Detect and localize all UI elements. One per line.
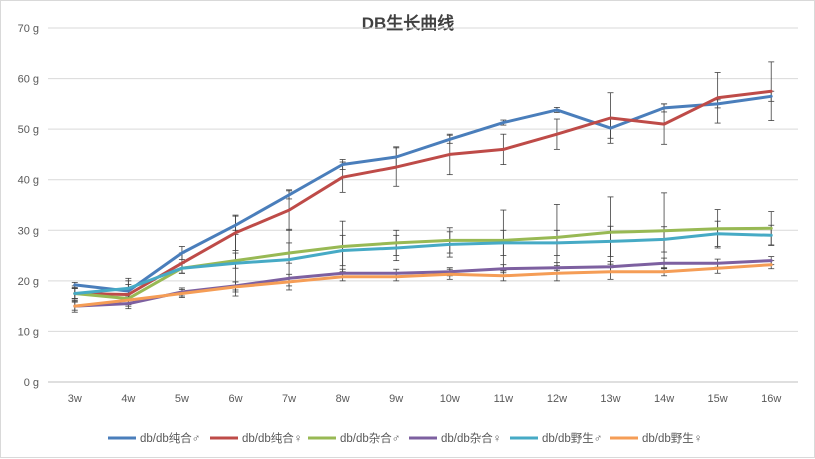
series-line-0 <box>73 94 773 293</box>
y-axis: 0 g 10 g 20 g 30 g 40 g 50 g 60 g 70 g <box>18 23 39 389</box>
x-axis: 3w 4w 5w 6w 7w 8w 9w 10w 11w 12w 13w 14w 15w 16w <box>68 393 782 405</box>
x-tick-label: 8w <box>336 393 350 405</box>
x-tick-label: 11w <box>494 393 513 405</box>
legend-label: db/db纯合♂ <box>140 431 200 445</box>
legend-item[interactable]: db/db纯合♀ <box>210 431 302 445</box>
legend-item[interactable]: db/db野生♂ <box>510 431 602 445</box>
y-tick-label: 40 g <box>18 175 39 187</box>
series-line-5 <box>73 263 773 308</box>
legend-label: db/db纯合♀ <box>242 431 302 445</box>
grid-layer <box>48 27 798 383</box>
x-tick-label: 13w <box>600 393 620 405</box>
x-tick-label: 12w <box>547 393 567 405</box>
x-tick-label: 14w <box>654 393 674 405</box>
legend-item[interactable]: db/db野生♀ <box>610 431 702 445</box>
x-tick-label: 3w <box>68 393 82 405</box>
y-tick-label: 60 g <box>18 74 39 86</box>
x-tick-label: 15w <box>708 393 728 405</box>
x-tick-label: 4w <box>121 393 135 405</box>
y-tick-label: 30 g <box>18 225 39 237</box>
legend[interactable]: db/db纯合♂ db/db纯合♀ db/db杂合♂ db/db杂合♀ db/db野生♂… <box>108 431 702 445</box>
y-tick-label: 50 g <box>18 124 39 136</box>
legend-item[interactable]: db/db杂合♂ <box>308 431 400 445</box>
legend-label: db/db杂合♂ <box>340 431 400 445</box>
series-line-4 <box>73 232 773 295</box>
series-line-1 <box>73 89 773 296</box>
chart-title: DB生长曲线 <box>362 13 455 33</box>
legend-label: db/db杂合♀ <box>441 431 501 445</box>
x-tick-label: 6w <box>228 393 242 405</box>
legend-item[interactable]: db/db纯合♂ <box>108 431 200 445</box>
y-tick-label: 0 g <box>24 377 39 389</box>
series-lines <box>73 89 773 308</box>
y-tick-label: 10 g <box>18 326 39 338</box>
x-tick-label: 5w <box>175 393 189 405</box>
x-tick-label: 7w <box>282 393 296 405</box>
legend-item[interactable]: db/db杂合♀ <box>409 431 501 445</box>
legend-label: db/db野生♂ <box>542 431 602 445</box>
x-tick-label: 16w <box>761 393 781 405</box>
x-tick-label: 10w <box>440 393 460 405</box>
legend-label: db/db野生♀ <box>642 431 702 445</box>
y-tick-label: 20 g <box>18 276 39 288</box>
x-tick-label: 9w <box>389 393 403 405</box>
y-tick-label: 70 g <box>18 23 39 35</box>
